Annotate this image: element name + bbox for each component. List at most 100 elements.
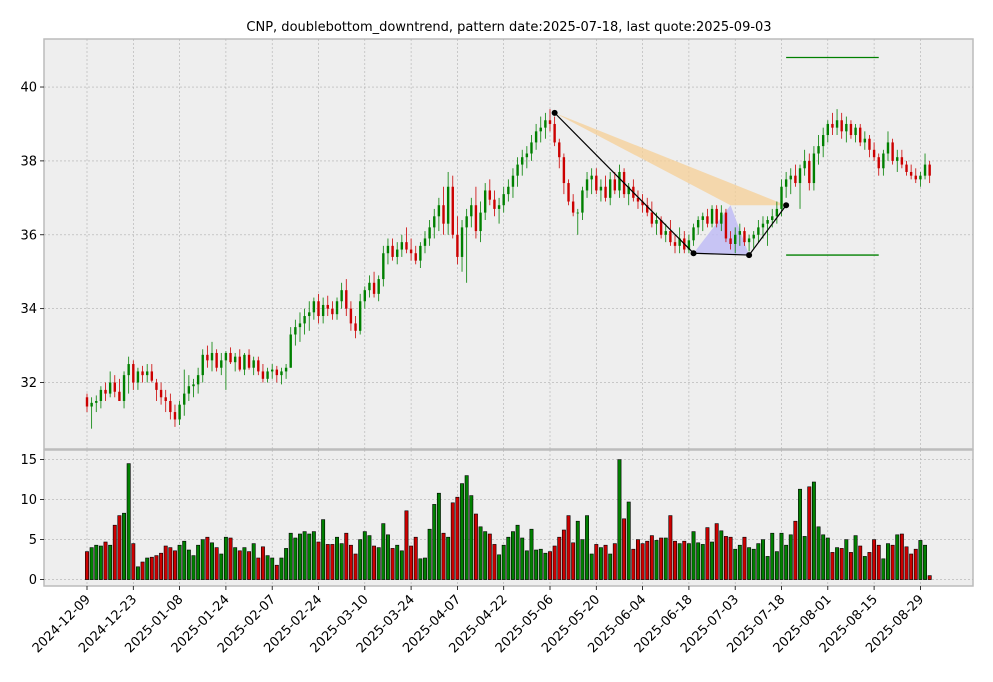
volume-bar	[117, 515, 122, 580]
candle-body	[581, 190, 584, 213]
candle-body	[720, 212, 723, 224]
volume-bar	[733, 548, 738, 580]
candle-body	[849, 123, 853, 136]
volume-bar	[112, 524, 117, 580]
volume-bar	[571, 542, 576, 580]
volume-bar	[612, 543, 617, 580]
volume-bar	[645, 540, 650, 580]
volume-bar	[413, 536, 418, 580]
candle-body	[85, 397, 89, 407]
volume-bar	[219, 553, 224, 580]
candle-body	[558, 142, 561, 158]
candle-body	[108, 382, 112, 394]
candle-body	[382, 253, 385, 280]
candle-body	[446, 186, 450, 224]
volume-bar	[348, 544, 353, 580]
volume-bar	[830, 552, 835, 580]
candle-body	[386, 245, 390, 254]
volume-bar	[191, 555, 196, 580]
candle-body	[859, 127, 862, 143]
volume-bar	[761, 539, 765, 580]
volume-bar	[802, 536, 807, 580]
candle-body	[164, 397, 167, 401]
candle-body	[294, 327, 297, 335]
pattern-pivot-point	[746, 252, 753, 259]
candle-body	[585, 179, 589, 191]
candle-body	[771, 216, 774, 220]
volume-bar	[409, 545, 414, 580]
candle-body	[220, 360, 223, 368]
volume-bar	[876, 544, 881, 580]
candle-body	[789, 175, 792, 180]
volume-bar	[506, 536, 511, 580]
volume-bar	[450, 502, 455, 580]
volume-bar	[872, 539, 877, 580]
candle-body	[400, 242, 404, 250]
volume-bar	[108, 544, 113, 580]
candle-body	[812, 153, 816, 184]
volume-bar	[260, 546, 265, 580]
volume-bar	[844, 539, 849, 580]
candle-body	[567, 183, 570, 202]
candle-body	[368, 282, 371, 291]
volume-bar	[94, 544, 99, 580]
volume-bar	[316, 541, 321, 580]
volume-bar	[534, 549, 539, 580]
volume-bar	[436, 492, 441, 580]
candle-body	[437, 205, 441, 217]
candle-body	[534, 131, 538, 143]
candle-body	[456, 234, 459, 257]
pattern-pivot-point	[783, 202, 790, 209]
candle-body	[747, 238, 751, 243]
candle-body	[229, 352, 232, 363]
price-tick-label: 38	[20, 154, 37, 169]
volume-bar	[140, 561, 145, 580]
volume-bar	[631, 548, 636, 580]
candle-body	[706, 216, 709, 224]
volume-bar	[798, 488, 802, 580]
volume-bar	[446, 536, 451, 580]
volume-bar	[839, 548, 844, 580]
volume-bar	[673, 540, 677, 580]
volume-bar	[654, 540, 659, 580]
volume-bar	[511, 531, 515, 580]
candle-body	[266, 371, 269, 379]
volume-bar	[182, 540, 187, 580]
candle-body	[326, 304, 329, 309]
volume-bar	[321, 519, 326, 580]
candle-body	[659, 219, 663, 235]
candle-body	[678, 238, 681, 246]
candle-body	[280, 371, 283, 376]
volume-bar	[168, 547, 173, 580]
volume-bar	[561, 529, 566, 580]
x-axis: 2024-12-092024-12-232025-01-082025-01-24…	[30, 586, 927, 656]
candle-body	[169, 400, 172, 413]
volume-bar	[302, 531, 307, 580]
candle-body	[521, 157, 524, 165]
candle-body	[808, 160, 811, 184]
volume-bar	[376, 547, 381, 580]
candle-body	[95, 400, 98, 403]
candle-body	[738, 231, 742, 235]
candle-body	[423, 238, 427, 246]
volume-bar	[210, 542, 214, 580]
volume-bar	[899, 533, 904, 580]
volume-bar	[909, 553, 914, 580]
volume-bar	[270, 557, 275, 580]
candle-body	[479, 212, 482, 232]
pattern-pivot-point	[551, 109, 558, 116]
volume-bar	[469, 495, 474, 580]
volume-bar	[473, 513, 478, 580]
candle-body	[872, 149, 876, 158]
candle-body	[803, 160, 806, 169]
volume-bar	[520, 537, 525, 580]
candle-body	[673, 242, 677, 246]
volume-tick-label: 0	[29, 573, 37, 588]
candle-body	[257, 360, 260, 372]
candle-body	[692, 227, 695, 241]
candle-body	[317, 301, 320, 317]
candle-body	[724, 212, 728, 239]
volume-bar	[538, 548, 543, 580]
candle-body	[571, 201, 575, 213]
candle-body	[613, 179, 617, 191]
